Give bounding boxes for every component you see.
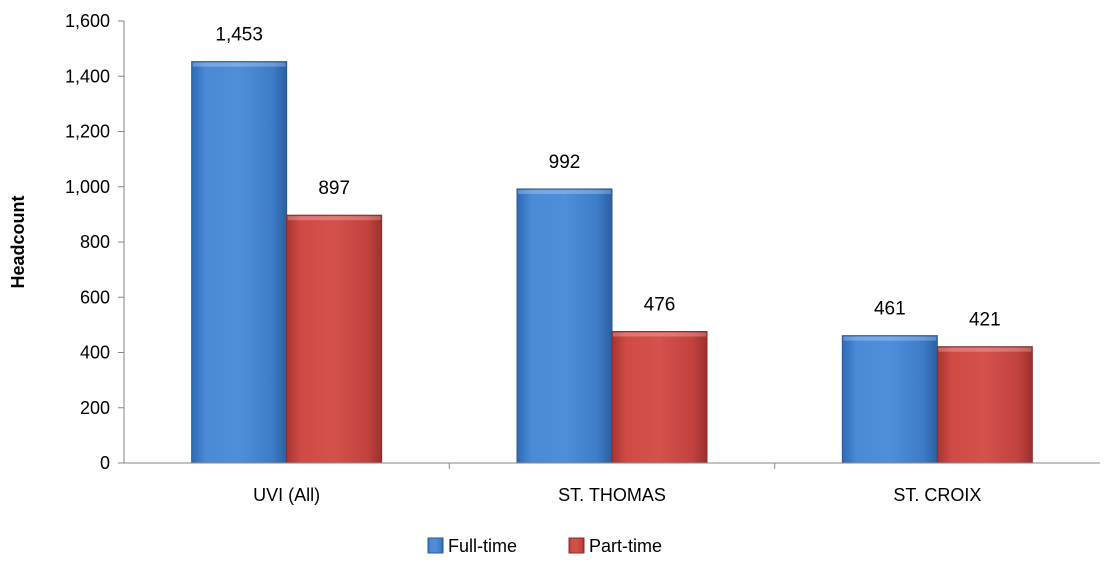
- bar-full-time-0: [191, 61, 288, 464]
- bar-highlight: [843, 336, 937, 341]
- legend-label: Part-time: [589, 536, 662, 556]
- x-tick-label: ST. CROIX: [893, 485, 981, 505]
- y-tick-label: 1,600: [65, 11, 110, 31]
- bar-highlight: [287, 216, 381, 221]
- legend-swatch-full-time: [427, 537, 444, 554]
- x-tick-label: ST. THOMAS: [558, 485, 666, 505]
- data-label: 476: [644, 295, 676, 316]
- bar-part-time-0: [286, 214, 383, 464]
- data-label: 421: [969, 310, 1001, 331]
- bar-part-time-1: [611, 331, 708, 464]
- x-axis: UVI (All) ST. THOMAS ST. CROIX: [253, 463, 981, 505]
- data-label: 897: [318, 178, 350, 199]
- data-labels-group: 1,453 897 992 476 461 421: [215, 25, 1000, 331]
- bar-highlight: [613, 332, 706, 337]
- y-tick-label: 0: [100, 453, 110, 473]
- bar-full-time-1: [516, 188, 613, 464]
- bar-highlight: [192, 62, 286, 67]
- data-label: 992: [549, 152, 581, 173]
- y-tick-label: 200: [80, 398, 110, 418]
- y-tick-label: 1,000: [65, 177, 110, 197]
- data-label: 1,453: [215, 25, 263, 46]
- bar-full-time-2: [841, 335, 938, 464]
- y-tick-label: 600: [80, 287, 110, 307]
- legend-swatch-part-time: [568, 537, 585, 554]
- bar-part-time-2: [936, 346, 1033, 464]
- x-tick-label: UVI (All): [253, 485, 320, 505]
- y-tick-label: 1,200: [65, 122, 110, 142]
- y-tick-label: 1,400: [65, 66, 110, 86]
- bar-highlight: [518, 189, 611, 194]
- y-tick-label: 400: [80, 343, 110, 363]
- data-label: 461: [874, 299, 906, 320]
- bars-group: [191, 61, 1033, 464]
- y-axis-label: Headcount: [8, 195, 28, 288]
- bar-highlight: [938, 347, 1032, 352]
- legend: Full-time Part-time: [427, 536, 662, 556]
- y-tick-label: 800: [80, 232, 110, 252]
- legend-label: Full-time: [448, 536, 517, 556]
- y-axis: 0 200 400 600 800 1,000 1,200 1,400 1,600: [65, 11, 124, 473]
